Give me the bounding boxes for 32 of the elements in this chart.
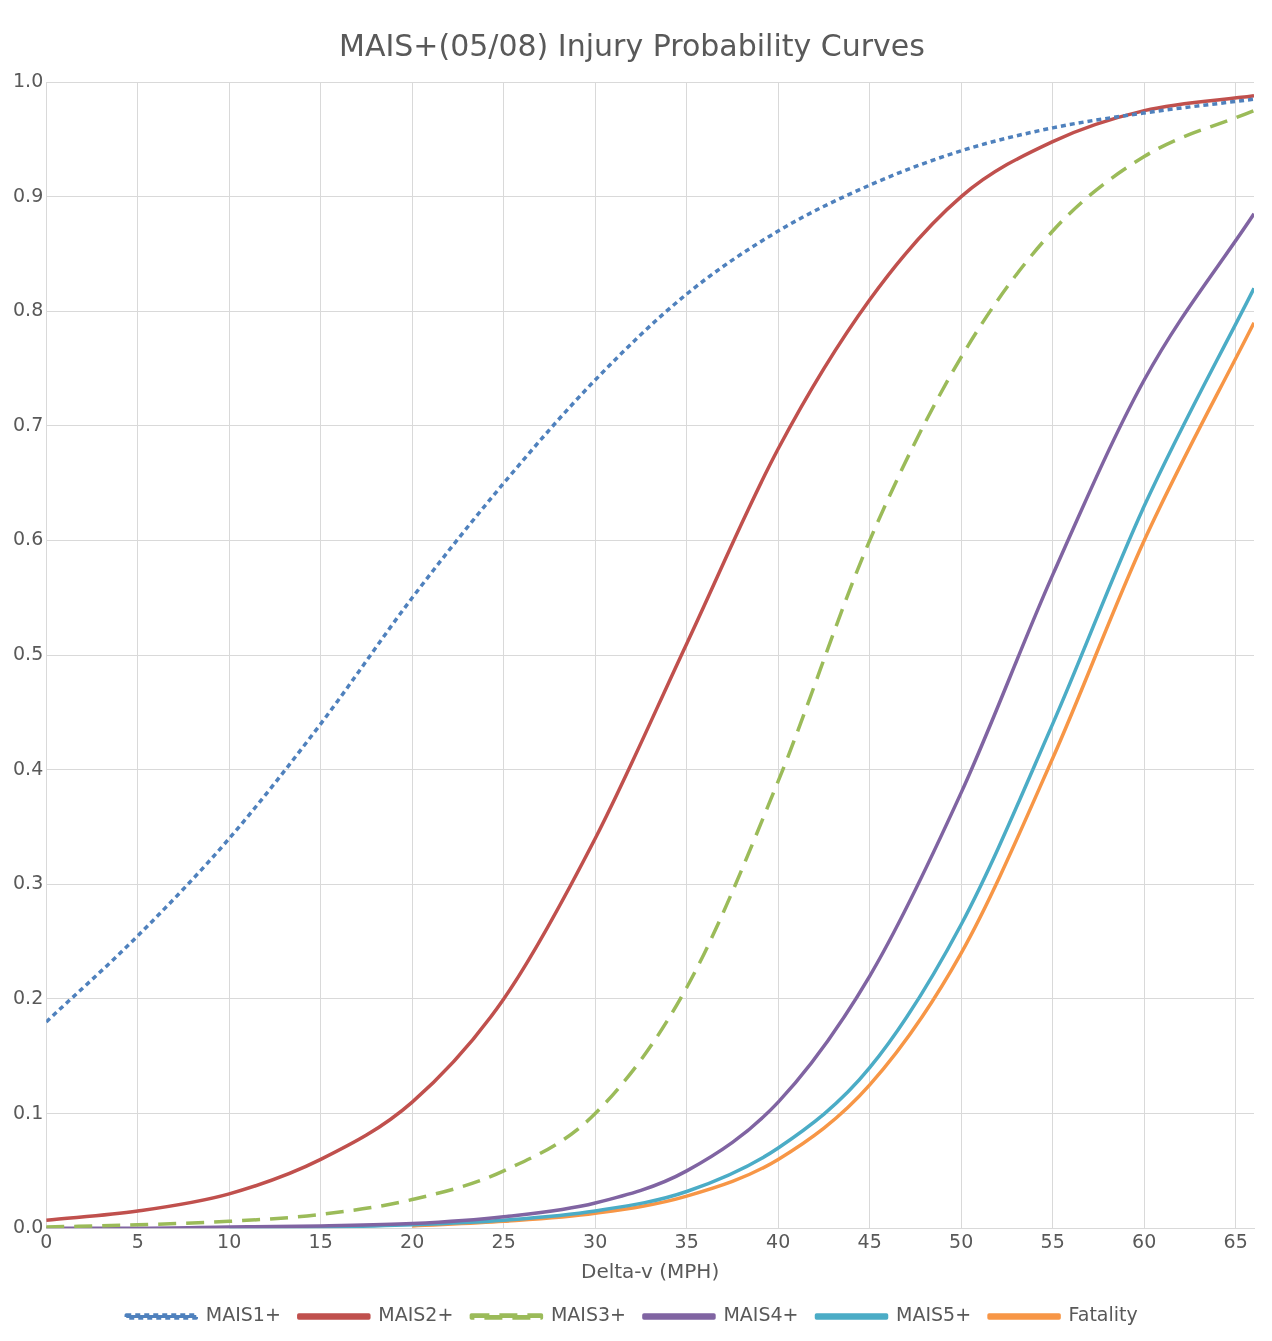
y-tick-label: 1.0 xyxy=(13,68,44,91)
y-tick-label: 0.8 xyxy=(13,298,44,321)
y-tick-label: 0.6 xyxy=(13,527,44,550)
x-tick-label: 10 xyxy=(217,1229,242,1252)
y-tick-label: 0.1 xyxy=(13,1100,44,1123)
legend-label: MAIS3+ xyxy=(550,1303,626,1326)
legend-label: Fatality xyxy=(1068,1303,1138,1326)
chart-title: MAIS+(05/08) Injury Probability Curves xyxy=(339,27,925,63)
y-tick-label: 0.2 xyxy=(13,985,44,1008)
x-axis-title: Delta-v (MPH) xyxy=(581,1259,720,1284)
x-tick-label: 65 xyxy=(1223,1229,1248,1252)
y-tick-label: 0.3 xyxy=(13,871,44,894)
legend-label: MAIS4+ xyxy=(723,1303,799,1326)
y-tick-label: 0.4 xyxy=(13,756,44,779)
legend-label: MAIS2+ xyxy=(378,1303,454,1326)
legend-label: MAIS5+ xyxy=(896,1303,972,1326)
x-tick-label: 25 xyxy=(491,1229,516,1252)
y-tick-label: 0.9 xyxy=(13,183,44,206)
x-tick-label: 50 xyxy=(949,1229,974,1252)
x-tick-label: 15 xyxy=(308,1229,333,1252)
x-tick-label: 20 xyxy=(400,1229,425,1252)
line-series xyxy=(46,97,1254,1024)
x-tick-label: 45 xyxy=(857,1229,882,1252)
x-tick-label: 55 xyxy=(1040,1229,1065,1252)
x-tick-label: 40 xyxy=(766,1229,791,1252)
x-tick-label: 30 xyxy=(583,1229,608,1252)
legend-label: MAIS1+ xyxy=(205,1303,281,1326)
y-tick-label: 0.7 xyxy=(13,412,44,435)
x-tick-label: 60 xyxy=(1132,1229,1157,1252)
x-tick-label: 35 xyxy=(674,1229,699,1252)
y-tick-label: 0.5 xyxy=(13,642,44,665)
x-tick-label: 5 xyxy=(131,1229,144,1252)
